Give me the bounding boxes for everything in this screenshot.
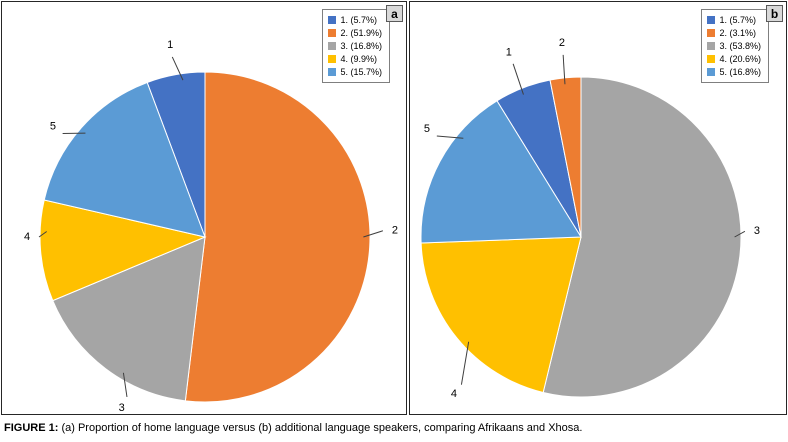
- caption-label: FIGURE 1:: [4, 422, 59, 434]
- pie-slice-4: [39, 199, 207, 302]
- legend-item: 1. (5.7%): [328, 15, 382, 25]
- slice-label-3: 3: [119, 402, 125, 414]
- slice-label-2: 2: [392, 224, 398, 236]
- slice-label-3: 3: [754, 225, 760, 237]
- legend-item-label: 3. (53.8%): [719, 41, 761, 51]
- legend-item: 4. (9.9%): [328, 54, 382, 64]
- slice-label-2: 2: [559, 37, 565, 49]
- legend-swatch: [328, 16, 337, 24]
- caption-text: (a) Proportion of home language versus (…: [61, 422, 583, 434]
- legend-item: 4. (20.6%): [707, 54, 761, 64]
- legend-item: 5. (16.8%): [707, 67, 761, 77]
- slice-leader-line-5: [436, 135, 464, 139]
- pie-slice-3: [52, 236, 206, 402]
- legend-item-label: 4. (9.9%): [340, 54, 377, 64]
- pie-slice-4: [420, 236, 582, 394]
- chart-panels: 1 2 3 4 5 1. (5.7%) 2. (51.9%) 3. (16.8%) 4. (9…: [1, 1, 787, 415]
- slice-leader-line-2: [562, 54, 566, 85]
- panel-letter-a: a: [386, 5, 403, 22]
- legend-item-label: 4. (20.6%): [719, 54, 761, 64]
- legend-item-label: 5. (15.7%): [340, 67, 382, 77]
- pie-slice-3: [542, 76, 742, 398]
- slice-label-1: 1: [506, 47, 512, 59]
- slice-label-1: 1: [167, 39, 173, 51]
- legend-item-label: 1. (5.7%): [340, 15, 377, 25]
- pie-slice-5: [420, 100, 582, 244]
- panel-letter-b: b: [766, 5, 783, 22]
- slice-label-5: 5: [50, 120, 56, 132]
- panel-b: 1 2 3 4 5 1. (5.7%) 2. (3.1%) 3. (53.8%) 4. (20…: [409, 1, 787, 415]
- legend-swatch: [328, 68, 337, 76]
- pie-slice-2: [184, 71, 371, 403]
- legend-item-label: 2. (51.9%): [340, 28, 382, 38]
- panel-a: 1 2 3 4 5 1. (5.7%) 2. (51.9%) 3. (16.8%) 4. (9…: [1, 1, 407, 415]
- legend-swatch: [707, 55, 716, 63]
- figure-caption: FIGURE 1: (a) Proportion of home languag…: [0, 415, 788, 435]
- slice-leader-line-1: [512, 63, 524, 95]
- legend-swatch: [328, 42, 337, 50]
- slice-leader-line-4: [38, 231, 47, 238]
- legend-swatch: [328, 29, 337, 37]
- legend-item: 2. (51.9%): [328, 28, 382, 38]
- legend-item-label: 1. (5.7%): [719, 15, 756, 25]
- legend-item: 5. (15.7%): [328, 67, 382, 77]
- legend-item: 3. (16.8%): [328, 41, 382, 51]
- pie-slice-5: [43, 81, 206, 238]
- slice-leader-line-3: [734, 230, 746, 238]
- legend-swatch: [328, 55, 337, 63]
- slice-leader-line-1: [171, 56, 184, 81]
- legend-item: 2. (3.1%): [707, 28, 761, 38]
- slice-leader-line-2: [363, 230, 384, 238]
- pie-chart-b: 1 2 3 4 5: [420, 37, 760, 400]
- pie-chart-a: 1 2 3 4 5: [24, 39, 398, 414]
- legend-swatch: [707, 68, 716, 76]
- legend-item-label: 5. (16.8%): [719, 67, 761, 77]
- legend-b: 1. (5.7%) 2. (3.1%) 3. (53.8%) 4. (20.6%) 5.…: [701, 9, 769, 83]
- legend-a: 1. (5.7%) 2. (51.9%) 3. (16.8%) 4. (9.9%) 5.…: [322, 9, 390, 83]
- slice-label-5: 5: [424, 123, 430, 135]
- legend-swatch: [707, 42, 716, 50]
- legend-item-label: 2. (3.1%): [719, 28, 756, 38]
- legend-swatch: [707, 16, 716, 24]
- slice-label-4: 4: [24, 231, 30, 243]
- legend-swatch: [707, 29, 716, 37]
- legend-item: 1. (5.7%): [707, 15, 761, 25]
- slice-leader-line-4: [460, 341, 470, 385]
- legend-item: 3. (53.8%): [707, 41, 761, 51]
- slice-leader-line-3: [122, 372, 128, 398]
- legend-item-label: 3. (16.8%): [340, 41, 382, 51]
- slice-label-4: 4: [451, 388, 457, 400]
